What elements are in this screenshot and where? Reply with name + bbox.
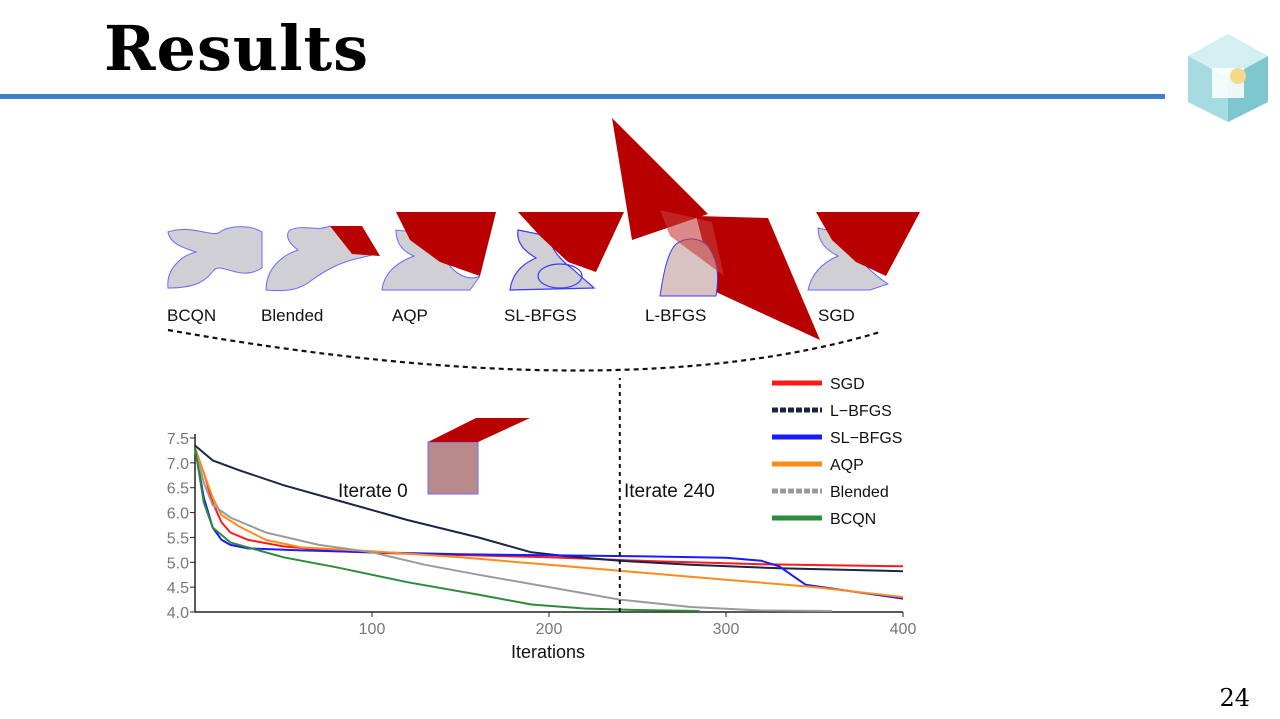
y-tick-label: 6.0 bbox=[167, 506, 189, 523]
y-tick-label: 7.0 bbox=[167, 456, 189, 473]
series-line-blended bbox=[194, 447, 833, 612]
iterate-240-label: Iterate 240 bbox=[624, 481, 715, 502]
mesh-label-sgd: SGD bbox=[818, 306, 855, 325]
series-line-aqp bbox=[194, 447, 904, 599]
legend-label-sgd: SGD bbox=[830, 376, 865, 393]
legend-label-sl-bfgs: SL−BFGS bbox=[830, 430, 902, 447]
mesh-sl-bfgs bbox=[509, 212, 624, 291]
mesh-l-bfgs bbox=[612, 118, 820, 340]
series-line-bcqn bbox=[194, 447, 700, 612]
slide-title: Results bbox=[104, 12, 370, 85]
title-rule bbox=[0, 94, 1165, 99]
mesh-sgd bbox=[807, 212, 920, 291]
y-tick-label: 4.0 bbox=[167, 605, 189, 622]
mesh-label-bcqn: BCQN bbox=[167, 306, 216, 325]
legend-label-l-bfgs: L−BFGS bbox=[830, 403, 892, 420]
y-tick-label: 5.5 bbox=[167, 530, 189, 547]
page-number: 24 bbox=[1219, 684, 1250, 712]
mesh-label-l-bfgs: L-BFGS bbox=[645, 306, 706, 325]
mesh-label-aqp: AQP bbox=[392, 306, 428, 325]
mesh-labels: BCQN Blended AQP SL-BFGS L-BFGS SGD bbox=[167, 306, 855, 325]
mesh-label-sl-bfgs: SL-BFGS bbox=[504, 306, 577, 325]
legend-label-aqp: AQP bbox=[830, 457, 864, 474]
x-axis-label: Iterations bbox=[511, 642, 585, 662]
x-tick-label: 200 bbox=[536, 621, 563, 638]
legend-label-bcqn: BCQN bbox=[830, 511, 876, 528]
legend-label-blended: Blended bbox=[830, 484, 889, 501]
y-tick-label: 7.5 bbox=[167, 431, 189, 448]
series-line-sl-bfgs bbox=[194, 447, 904, 600]
mesh-thumbnails bbox=[167, 118, 920, 340]
iterate-0-mesh bbox=[427, 418, 530, 495]
mesh-blended bbox=[265, 225, 380, 292]
y-tick-label: 6.5 bbox=[167, 481, 189, 498]
x-tick-label: 300 bbox=[713, 621, 740, 638]
mesh-bcqn bbox=[167, 226, 263, 289]
mesh-label-blended: Blended bbox=[261, 306, 323, 325]
convergence-plot: 100 200 300 400 4.0 4.5 5.0 5.5 6.0 6.5 7.0 7.5 bbox=[167, 378, 917, 638]
y-tick-label: 5.0 bbox=[167, 555, 189, 572]
x-tick-label: 100 bbox=[359, 621, 386, 638]
series-line-l-bfgs bbox=[194, 444, 904, 573]
y-tick-label: 4.5 bbox=[167, 580, 189, 597]
mesh-aqp bbox=[381, 212, 496, 291]
x-tick-label: 400 bbox=[890, 621, 917, 638]
legend: SGD L−BFGS SL−BFGS AQP Blended BCQN bbox=[772, 376, 902, 528]
zoom-connector-curve bbox=[167, 328, 881, 372]
iterate-0-label: Iterate 0 bbox=[338, 481, 408, 502]
institution-logo bbox=[1188, 34, 1268, 122]
